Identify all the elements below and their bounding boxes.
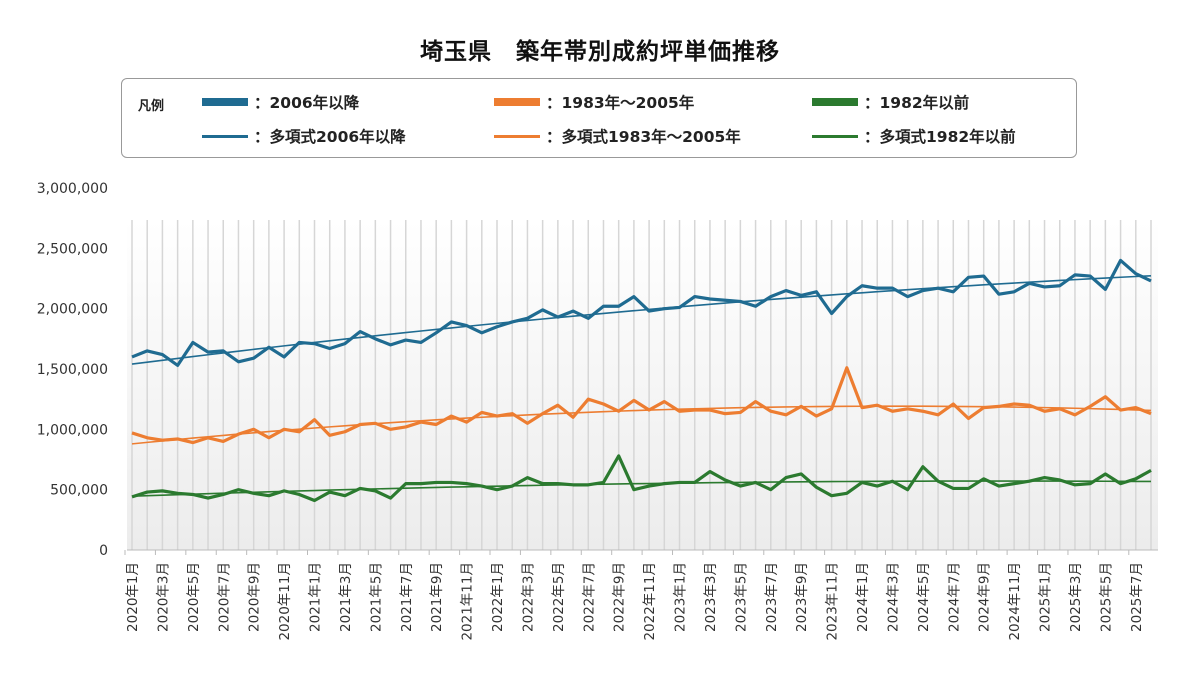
legend-label: ：1983年～2005年 (546, 94, 695, 112)
legend-label: ：多項式1983年～2005年 (546, 128, 741, 146)
x-tick-label: 2020年5月 (186, 562, 202, 632)
x-tick-label: 2022年9月 (612, 562, 628, 632)
x-tick-label: 2025年7月 (1129, 562, 1145, 632)
x-tick-label: 2022年7月 (581, 562, 597, 632)
x-tick-label: 2024年3月 (885, 562, 901, 632)
x-tick-label: 2024年7月 (946, 562, 962, 632)
x-tick-label: 2025年3月 (1068, 562, 1084, 632)
legend-label: ：2006年以降 (254, 94, 360, 112)
series-line-2 (131, 454, 1152, 503)
y-tick-label: 0 (99, 543, 108, 559)
legend-item-trend-1983: ：多項式1983年～2005年 (494, 125, 741, 147)
legend-swatch (494, 134, 540, 138)
x-tick-label: 2021年3月 (338, 562, 354, 632)
x-tick-label: 2020年1月 (125, 562, 141, 632)
legend-heading: 凡例 (138, 99, 165, 114)
legend-swatch (202, 134, 248, 138)
legend-swatch (494, 98, 540, 106)
x-tick-label: 2023年1月 (673, 562, 689, 632)
x-tick-label: 2023年7月 (764, 562, 780, 632)
y-tick-label: 500,000 (50, 483, 108, 499)
x-tick-label: 2024年5月 (916, 562, 932, 632)
x-tick-label: 2025年5月 (1098, 562, 1114, 632)
x-tick-label: 2020年11月 (277, 562, 293, 641)
legend-label: ：1982年以前 (864, 94, 970, 112)
legend-item-1982: ：1982年以前 (812, 91, 969, 113)
x-tick-label: 2023年11月 (825, 562, 841, 641)
x-tick-label: 2021年11月 (460, 562, 476, 641)
x-tick-label: 2022年3月 (520, 562, 536, 632)
x-tick-label: 2021年9月 (429, 562, 445, 632)
legend-swatch (202, 98, 248, 106)
x-tick-label: 2021年1月 (308, 562, 324, 632)
legend-label: ：多項式2006年以降 (254, 128, 406, 146)
legend-swatch (812, 98, 858, 106)
legend-item-trend-2006: ：多項式2006年以降 (202, 125, 406, 147)
x-tick-label: 2022年5月 (551, 562, 567, 632)
plot-background (127, 220, 1158, 550)
legend: 凡例 ：2006年以降 ：多項式2006年以降 ：1983年～2005年 ：多項… (121, 78, 1077, 158)
x-tick-label: 2021年5月 (368, 562, 384, 632)
x-tick-label: 2020年9月 (247, 562, 263, 632)
x-tick-label: 2024年9月 (977, 562, 993, 632)
y-tick-label: 3,000,000 (37, 181, 108, 197)
x-tick-label: 2024年1月 (855, 562, 871, 632)
y-tick-label: 1,500,000 (37, 362, 108, 378)
legend-item-1983: ：1983年～2005年 (494, 91, 694, 113)
series-line-1 (131, 366, 1152, 445)
x-tick-label: 2020年3月 (155, 562, 171, 632)
x-tick-label: 2022年11月 (642, 562, 658, 641)
series-line-0 (131, 258, 1152, 367)
x-tick-label: 2025年1月 (1038, 562, 1054, 632)
legend-label: ：多項式1982年以前 (864, 128, 1016, 146)
chart-title: 埼玉県 築年帯別成約坪単価推移 (420, 39, 780, 65)
legend-item-trend-1982: ：多項式1982年以前 (812, 125, 1016, 147)
x-tick-label: 2024年11月 (1007, 562, 1023, 641)
y-tick-label: 1,000,000 (37, 422, 108, 438)
x-tick-label: 2022年1月 (490, 562, 506, 632)
x-tick-label: 2020年7月 (216, 562, 232, 632)
x-tick-label: 2023年5月 (733, 562, 749, 632)
x-tick-label: 2023年3月 (703, 562, 719, 632)
x-tick-label: 2023年9月 (794, 562, 810, 632)
y-tick-label: 2,500,000 (37, 241, 108, 257)
y-tick-label: 2,000,000 (37, 302, 108, 318)
legend-swatch (812, 134, 858, 138)
x-tick-label: 2021年7月 (399, 562, 415, 632)
legend-item-2006: ：2006年以降 (202, 91, 359, 113)
